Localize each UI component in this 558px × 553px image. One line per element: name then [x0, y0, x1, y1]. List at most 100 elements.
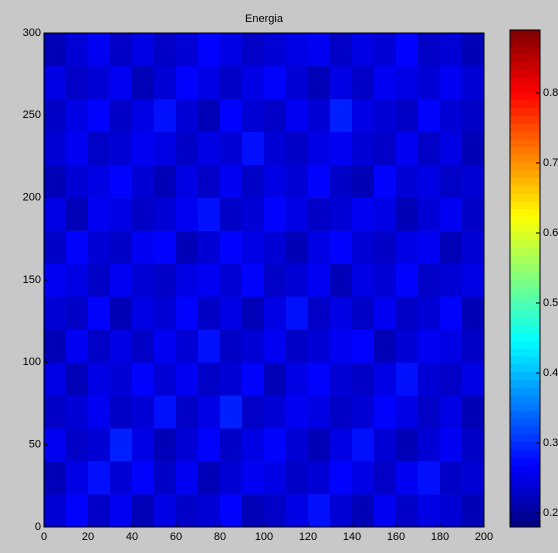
heatmap-cell [330, 428, 353, 462]
heatmap-cell [110, 461, 133, 495]
heatmap-cell [198, 98, 221, 133]
heatmap-cell [110, 263, 133, 297]
heatmap-cell [198, 230, 221, 264]
heatmap-cell [374, 329, 397, 363]
colorbar-swatch [510, 200, 540, 210]
colorbar-swatch [510, 255, 540, 264]
heatmap-cell [418, 197, 441, 231]
heatmap-cell [242, 329, 265, 363]
heatmap-cell [154, 197, 177, 231]
heatmap-cell [132, 33, 155, 67]
heatmap-cell [110, 428, 133, 462]
heatmap-cell [88, 65, 111, 100]
heatmap-cell [88, 362, 111, 396]
heatmap-cell [154, 33, 177, 67]
heatmap-cell [374, 197, 397, 231]
heatmap-cell [418, 33, 441, 67]
heatmap-cell [198, 197, 221, 231]
heatmap-cell [374, 362, 397, 396]
heatmap-cell [396, 428, 419, 462]
heatmap-cell [132, 362, 155, 396]
colorbar-swatch [510, 309, 540, 318]
heatmap-cell [66, 428, 89, 462]
heatmap-cell [330, 461, 353, 495]
heatmap-cell [220, 263, 243, 297]
heatmap-cell [308, 329, 331, 363]
colorbar-swatch [510, 99, 540, 109]
heatmap-cell [440, 296, 463, 330]
heatmap-cell [154, 164, 177, 198]
heatmap-cell [396, 33, 419, 67]
heatmap-cell [286, 98, 309, 133]
colorbar-swatch [510, 169, 540, 179]
colorbar-swatch [510, 317, 540, 326]
heatmap-cell [440, 164, 463, 198]
heatmap-cell [66, 362, 89, 396]
heatmap-cell [44, 296, 67, 330]
colorbar-swatch [510, 45, 540, 54]
heatmap-cell [286, 395, 309, 429]
heatmap-cell [66, 494, 89, 528]
colorbar-swatch [510, 503, 540, 512]
heatmap-cell [66, 197, 89, 231]
heatmap-cell [462, 33, 485, 67]
heatmap-cell [264, 164, 287, 198]
heatmap-cell [374, 131, 397, 166]
heatmap-cell [330, 362, 353, 396]
colorbar-swatch [510, 301, 540, 311]
heatmap-cell [198, 164, 221, 198]
heatmap-cell [330, 230, 353, 264]
heatmap-cell [220, 131, 243, 166]
colorbar-swatch [510, 270, 540, 279]
heatmap-cell [242, 197, 265, 231]
heatmap-cell [396, 65, 419, 100]
heatmap-cell [308, 98, 331, 133]
heatmap-cell [308, 197, 331, 231]
y-tick-label: 0 [35, 521, 41, 533]
x-tick-label: 0 [41, 531, 47, 543]
heatmap-cell [418, 494, 441, 528]
colorbar-swatch [510, 247, 540, 256]
heatmap-cell [242, 33, 265, 67]
heatmap-cell [418, 395, 441, 429]
heatmap-cell [440, 263, 463, 297]
colorbar-swatch [510, 193, 540, 202]
heatmap-cell [352, 296, 375, 330]
heatmap-cell [418, 461, 441, 495]
heatmap-cell [374, 65, 397, 100]
heatmap-cell [308, 395, 331, 429]
colorbar-tick-label: 0.8 [543, 87, 558, 99]
heatmap-cell [198, 329, 221, 363]
heatmap-cell [308, 131, 331, 166]
heatmap-cell [440, 362, 463, 396]
heatmap-cell [286, 33, 309, 67]
heatmap-cell [88, 230, 111, 264]
heatmap-cell [220, 197, 243, 231]
colorbar-swatch [510, 61, 540, 70]
heatmap-cell [264, 33, 287, 67]
heatmap-cell [176, 98, 199, 133]
heatmap-cell [286, 230, 309, 264]
heatmap-cell [352, 494, 375, 528]
heatmap-cell [154, 494, 177, 528]
heatmap-cell [132, 197, 155, 231]
heatmap-cell [440, 428, 463, 462]
heatmap-cell [110, 329, 133, 363]
heatmap-cell [440, 461, 463, 495]
heatmap-cell [330, 33, 353, 67]
heatmap-cell [286, 494, 309, 528]
heatmap-cell [88, 428, 111, 462]
heatmap-cell [220, 395, 243, 429]
heatmap-cell [88, 329, 111, 363]
heatmap-cell [396, 461, 419, 495]
heatmap-cell [132, 494, 155, 528]
heatmap-cell [352, 65, 375, 100]
heatmap-cell [176, 131, 199, 166]
heatmap-cell [440, 98, 463, 133]
heatmap-cell [352, 395, 375, 429]
heatmap-cell [154, 230, 177, 264]
x-tick-label: 180 [431, 531, 449, 543]
heatmap-cell [264, 428, 287, 462]
heatmap-cell [176, 461, 199, 495]
colorbar-swatch [510, 278, 540, 287]
